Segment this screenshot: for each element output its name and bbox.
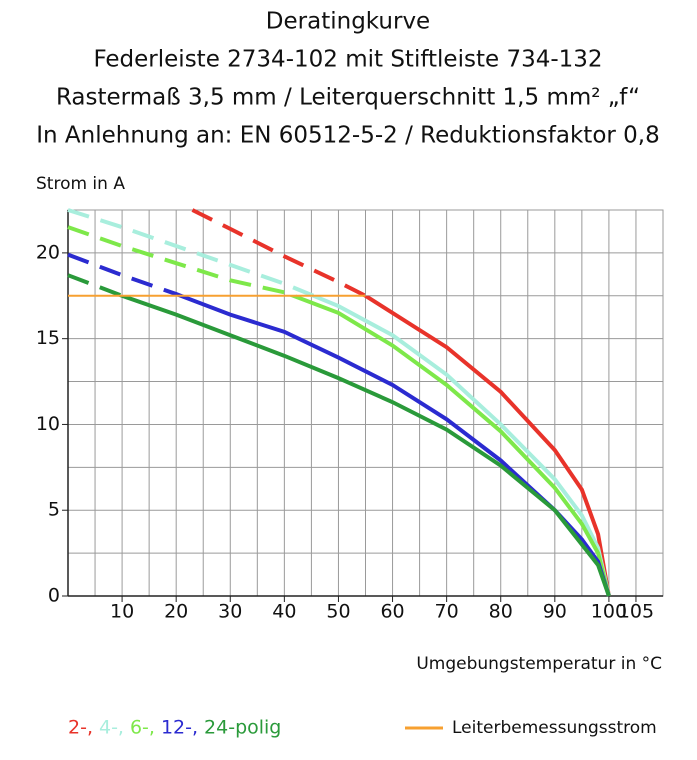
x-tick-label: 105 (618, 601, 654, 623)
x-tick-label: 30 (218, 601, 242, 623)
legend-entry: Leiterbemessungsstrom (452, 718, 657, 738)
title-line: Rastermaß 3,5 mm / Leiterquerschnitt 1,5… (56, 85, 640, 111)
legend-entry: 12-, (161, 717, 198, 739)
title-line: Deratingkurve (266, 9, 430, 35)
series-line-dashed (67, 252, 187, 296)
series-line (175, 295, 611, 597)
title-line: In Anlehnung an: EN 60512-5-2 / Reduktio… (36, 123, 660, 149)
x-tick-label: 60 (380, 601, 404, 623)
y-tick-label: 15 (36, 327, 60, 349)
legend-entry: 2-, (68, 717, 93, 739)
series-line (361, 295, 611, 597)
y-tick-label: 0 (48, 585, 60, 607)
y-axis-label: Strom in A (36, 174, 125, 194)
x-axis-label: Umgebungstemperatur in °C (416, 654, 662, 674)
series-line-dashed (67, 225, 300, 296)
x-tick-label: 80 (489, 601, 513, 623)
x-tick-label: 10 (110, 601, 134, 623)
series-line-dashed (67, 208, 319, 296)
x-tick-label: 20 (164, 601, 188, 623)
legend-entry: 4-, (99, 717, 124, 739)
y-tick-label: 10 (36, 413, 60, 435)
y-tick-label: 5 (48, 499, 60, 521)
x-tick-label: 50 (326, 601, 350, 623)
series-line (116, 295, 611, 597)
x-tick-label: 70 (435, 601, 459, 623)
y-tick-label: 20 (36, 241, 60, 263)
x-tick-label: 40 (272, 601, 296, 623)
series-line (287, 295, 611, 597)
legend-entry: 6-, (130, 717, 155, 739)
series-line-dashed (191, 208, 370, 296)
x-tick-label: 90 (543, 601, 567, 623)
x-tick-label: 100 (591, 601, 627, 623)
series-line (308, 295, 611, 597)
title-line: Federleiste 2734-102 mit Stiftleiste 734… (93, 47, 602, 73)
legend-entry: 24-polig (204, 717, 281, 739)
